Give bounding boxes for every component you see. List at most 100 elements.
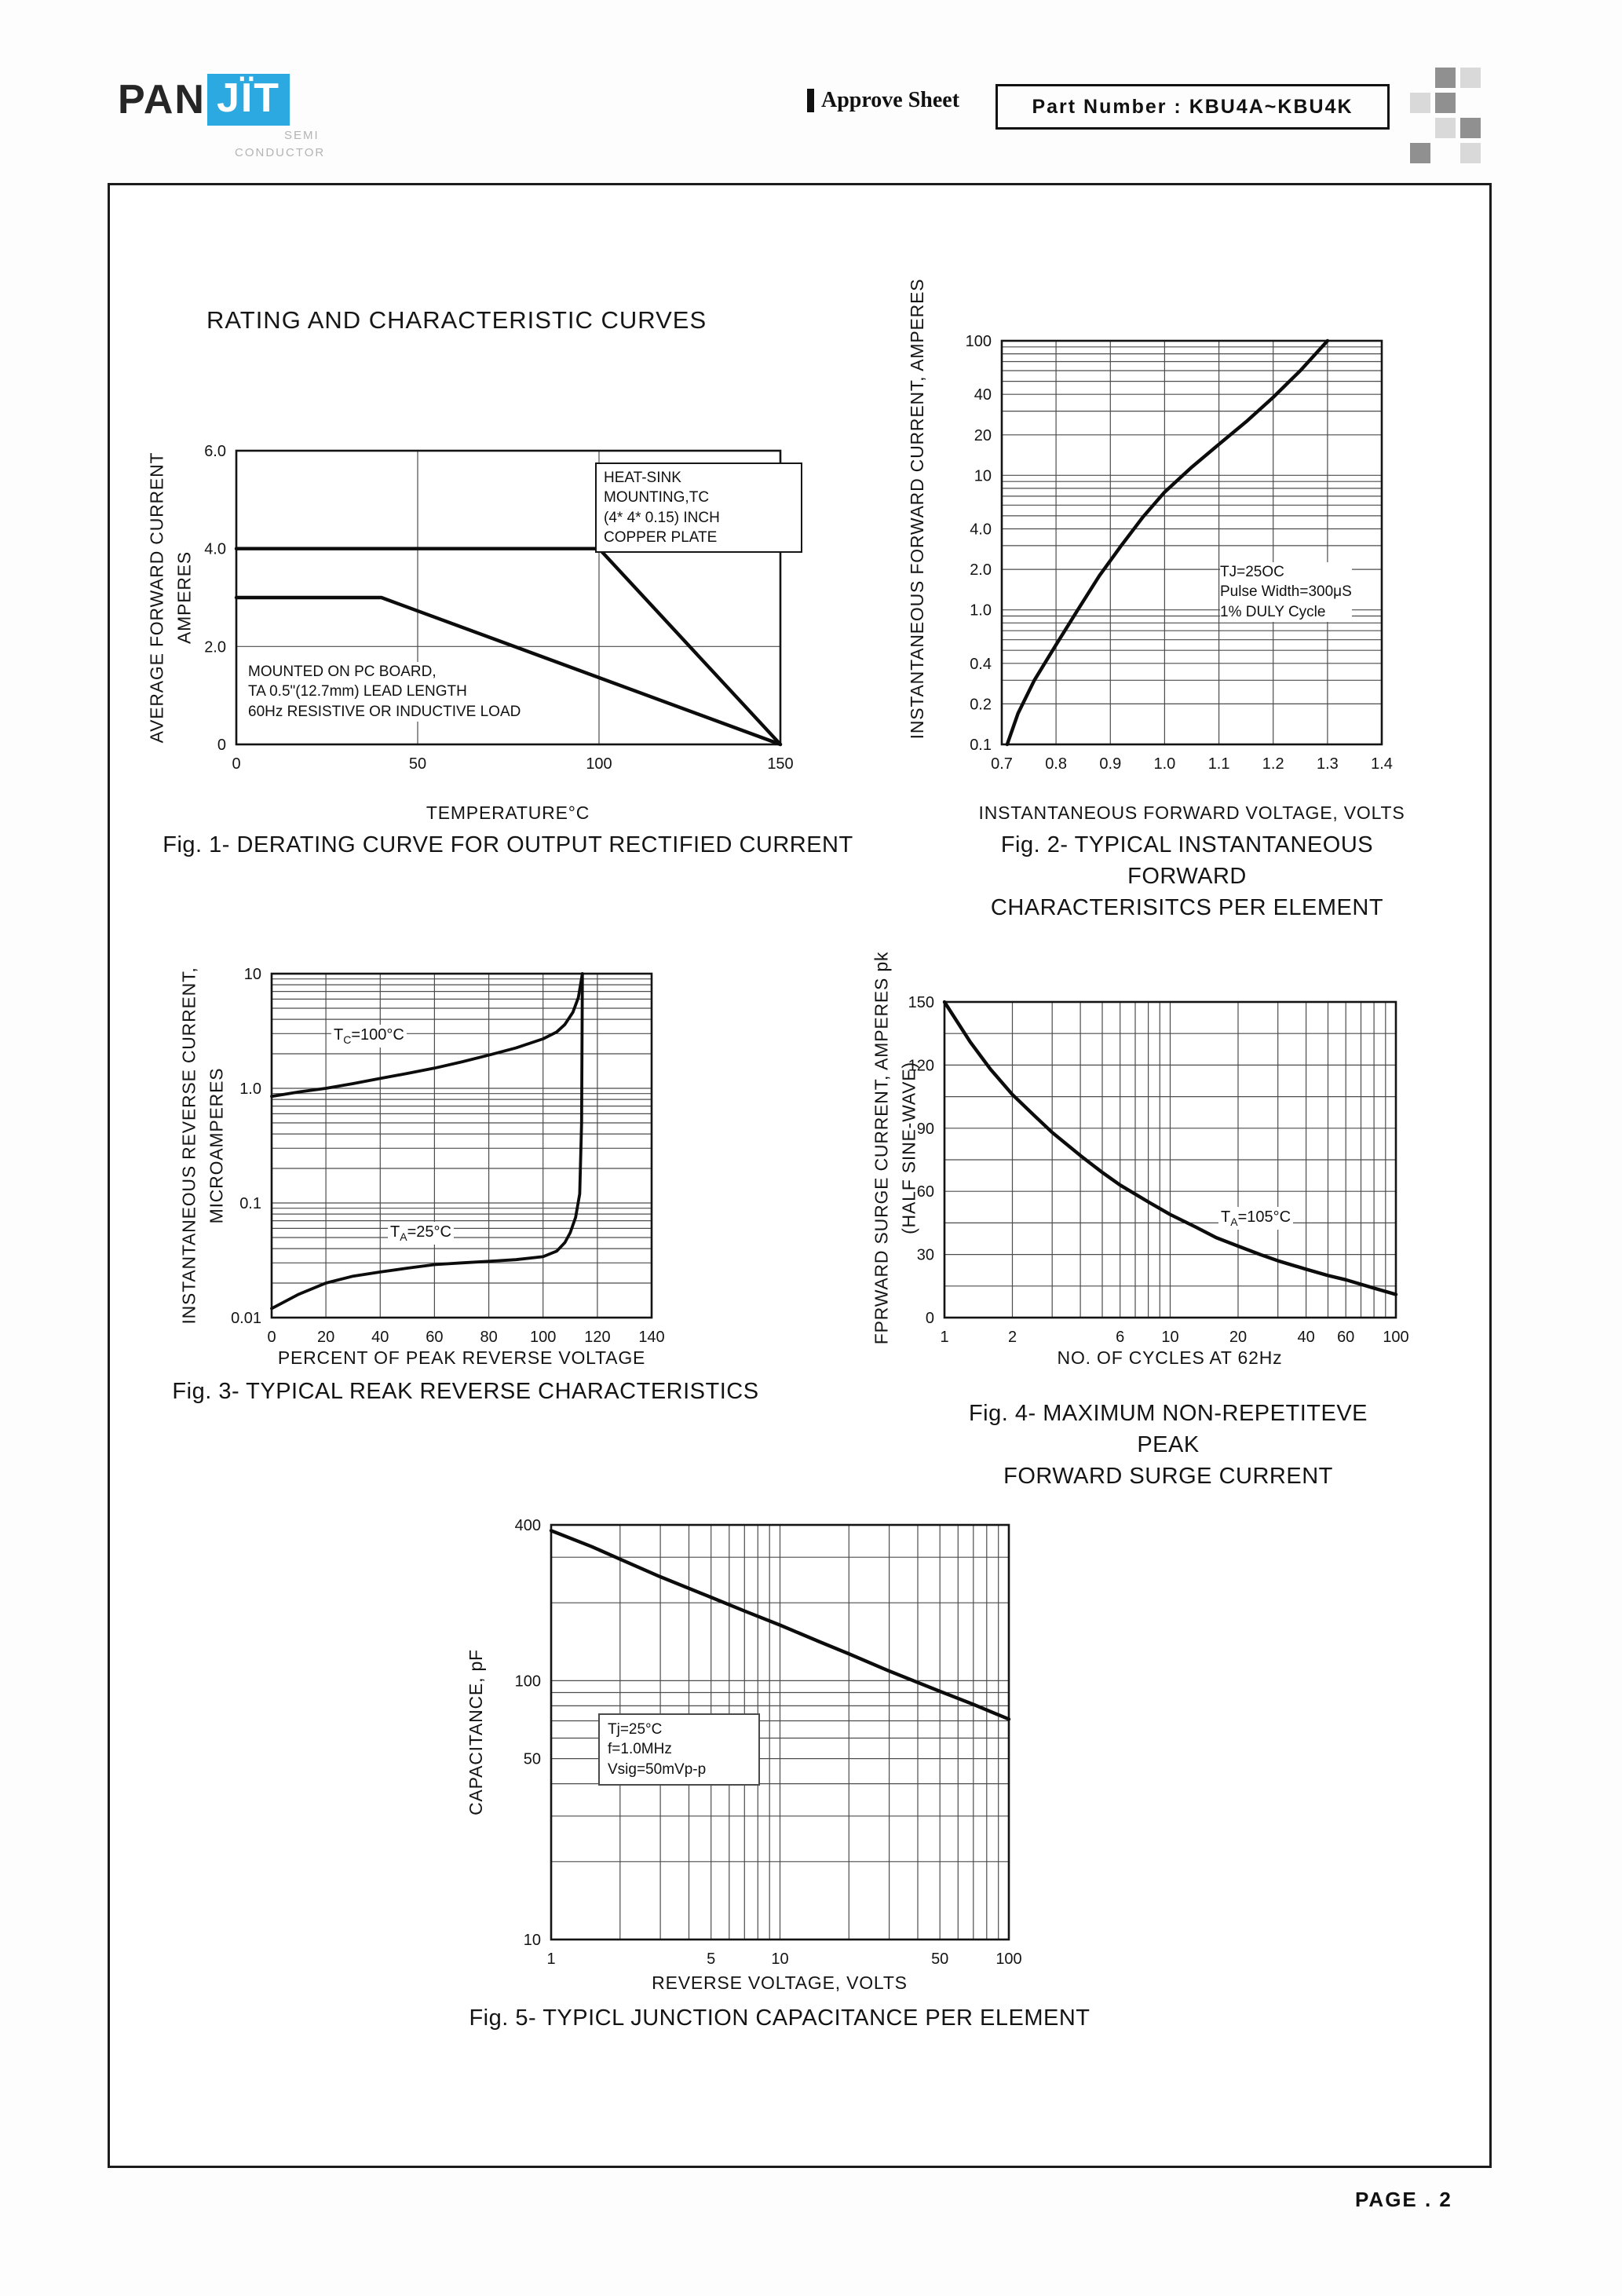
approve-bar-icon — [807, 89, 814, 112]
svg-text:4.0: 4.0 — [204, 541, 226, 558]
svg-text:6: 6 — [1116, 1329, 1124, 1346]
svg-text:0: 0 — [217, 737, 226, 754]
svg-text:100: 100 — [586, 755, 612, 773]
svg-text:0.01: 0.01 — [231, 1310, 261, 1327]
fig5-y-axis-label: CAPACITANCE, pF — [465, 1649, 486, 1815]
svg-text:1.1: 1.1 — [1208, 755, 1230, 773]
panjit-logo: PAN JÏT — [118, 74, 290, 126]
square-cell — [1410, 93, 1430, 113]
fig5-plot: 1 5 10 50 100 400 100 50 10 — [515, 1517, 1022, 1968]
svg-text:20: 20 — [974, 427, 992, 444]
svg-text:60: 60 — [917, 1183, 934, 1201]
svg-text:0.4: 0.4 — [970, 656, 992, 673]
svg-text:4.0: 4.0 — [970, 521, 992, 539]
svg-text:2.0: 2.0 — [204, 638, 226, 656]
fig3-caption: Fig. 3- TYPICAL REAK REVERSE CHARACTERIS… — [172, 1379, 759, 1404]
svg-text:0: 0 — [926, 1310, 934, 1327]
svg-text:6.0: 6.0 — [204, 443, 226, 460]
svg-text:60: 60 — [426, 1329, 443, 1346]
logo-semi-text: SEMI — [284, 129, 320, 142]
svg-text:90: 90 — [917, 1121, 934, 1138]
svg-text:0.9: 0.9 — [1099, 755, 1121, 773]
square-cell — [1460, 93, 1481, 113]
page-title: RATING AND CHARACTERISTIC CURVES — [206, 306, 707, 334]
svg-text:0: 0 — [267, 1329, 276, 1346]
fig4-plot: 1 2 6 10 20 40 60 100 0 30 60 90 120 150 — [908, 994, 1409, 1346]
svg-text:0.1: 0.1 — [970, 737, 992, 754]
svg-text:0.2: 0.2 — [970, 696, 992, 713]
svg-text:1.3: 1.3 — [1317, 755, 1339, 773]
logo-pan-text: PAN — [118, 77, 206, 122]
svg-text:0.7: 0.7 — [991, 755, 1013, 773]
svg-text:30: 30 — [917, 1247, 934, 1264]
fig4-ta105-label: TA=105°C — [1218, 1207, 1294, 1230]
fig2-y-axis-label: INSTANTANEOUS FORWARD CURRENT, AMPERES — [906, 278, 927, 740]
svg-text:10: 10 — [244, 966, 261, 983]
svg-text:1.4: 1.4 — [1371, 755, 1393, 773]
square-cell — [1435, 68, 1456, 88]
svg-text:10: 10 — [974, 467, 992, 484]
fig1-heatsink-note: HEAT-SINK MOUNTING,TC (4* 4* 0.15) INCH … — [595, 462, 802, 554]
fig4-x-axis-label: NO. OF CYCLES AT 62Hz — [1057, 1347, 1283, 1368]
svg-text:50: 50 — [409, 755, 426, 773]
svg-text:1: 1 — [546, 1951, 555, 1968]
svg-text:60: 60 — [1337, 1329, 1354, 1346]
fig2-caption: Fig. 2- TYPICAL INSTANTANEOUS FORWARD CH… — [990, 832, 1384, 921]
svg-text:140: 140 — [638, 1329, 664, 1346]
svg-text:5: 5 — [707, 1951, 715, 1968]
svg-text:2.0: 2.0 — [970, 561, 992, 579]
svg-text:100: 100 — [530, 1329, 556, 1346]
square-cell — [1410, 118, 1430, 138]
svg-text:0: 0 — [232, 755, 240, 773]
page-number: PAGE . 2 — [1355, 2188, 1452, 2211]
fig2-x-axis-label: INSTANTANEOUS FORWARD VOLTAGE, VOLTS — [978, 803, 1405, 823]
svg-text:10: 10 — [524, 1932, 541, 1949]
svg-text:40: 40 — [371, 1329, 389, 1346]
svg-text:1: 1 — [940, 1329, 948, 1346]
fig5-test-conditions-note: Tj=25°C f=1.0MHz Vsig=50mVp-p — [598, 1713, 760, 1786]
fig3-y-axis-label: INSTANTANEOUS REVERSE CURRENT, MICROAMPE… — [178, 967, 227, 1325]
fig1-y-axis-label: AVERAGE FORWARD CURRENT AMPERES — [146, 452, 195, 744]
svg-text:150: 150 — [908, 994, 934, 1011]
fig5-caption: Fig. 5- TYPICL JUNCTION CAPACITANCE PER … — [469, 2005, 1090, 2031]
svg-text:50: 50 — [524, 1751, 541, 1768]
svg-text:1.0: 1.0 — [239, 1080, 261, 1098]
fig5-x-axis-label: REVERSE VOLTAGE, VOLTS — [652, 1972, 908, 1993]
part-number-box: Part Number : KBU4A~KBU4K — [995, 84, 1390, 130]
svg-text:10: 10 — [1161, 1329, 1178, 1346]
logo-jit-text: JÏT — [206, 74, 290, 126]
svg-text:2: 2 — [1008, 1329, 1017, 1346]
fig1-pcboard-note: MOUNTED ON PC BOARD, TA 0.5"(12.7mm) LEA… — [248, 662, 521, 722]
svg-text:20: 20 — [317, 1329, 334, 1346]
svg-text:100: 100 — [966, 333, 992, 350]
fig1-x-axis-label: TEMPERATURE°C — [426, 803, 590, 823]
fig3-x-axis-label: PERCENT OF PEAK REVERSE VOLTAGE — [277, 1347, 646, 1368]
svg-text:100: 100 — [995, 1951, 1021, 1968]
approve-sheet-text: Approve Sheet — [821, 88, 960, 112]
square-cell — [1410, 143, 1430, 163]
fig3-plot: 0 20 40 60 80 100 120 140 10 1.0 0.1 0.01 — [231, 966, 665, 1346]
svg-text:100: 100 — [1383, 1329, 1408, 1346]
fig3-ta25-label: TA=25°C — [388, 1222, 454, 1245]
svg-text:50: 50 — [931, 1951, 948, 1968]
square-cell — [1460, 68, 1481, 88]
fig4-y-axis-label: FPRWARD SURGE CURRENT, AMPERES pk (HALF … — [871, 951, 919, 1345]
svg-text:400: 400 — [515, 1517, 541, 1534]
svg-text:1.0: 1.0 — [970, 602, 992, 620]
approve-sheet-label: Approve Sheet — [807, 88, 959, 113]
decorative-squares — [1410, 68, 1481, 163]
svg-text:120: 120 — [908, 1057, 934, 1074]
square-cell — [1435, 143, 1456, 163]
svg-text:0.8: 0.8 — [1045, 755, 1067, 773]
svg-text:10: 10 — [771, 1951, 788, 1968]
fig2-test-conditions-note: TJ=25OC Pulse Width=300μS 1% DULY Cycle — [1220, 562, 1352, 622]
fig3-tc100-label: TC=100°C — [331, 1025, 407, 1047]
square-cell — [1435, 118, 1456, 138]
svg-text:100: 100 — [515, 1673, 541, 1690]
square-cell — [1410, 68, 1430, 88]
square-cell — [1460, 143, 1481, 163]
square-cell — [1460, 118, 1481, 138]
svg-text:40: 40 — [974, 386, 992, 404]
svg-text:0.1: 0.1 — [239, 1195, 261, 1212]
fig2-plot: 0.7 0.8 0.9 1.0 1.1 1.2 1.3 1.4 100 40 20 10 4.0 2.0 1… — [966, 333, 1393, 773]
